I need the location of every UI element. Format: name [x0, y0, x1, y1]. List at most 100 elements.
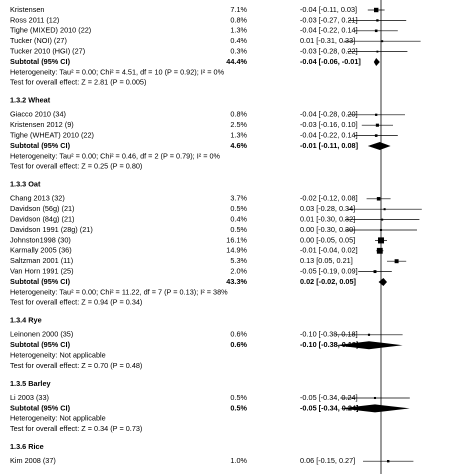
note: Test for overall effect: Z = 2.81 (P = 0…: [10, 78, 146, 87]
study-name: Tucker (NOI) (27): [10, 36, 67, 45]
subtotal-diamond: [335, 341, 403, 350]
ci: 0.01 [-0.31, 0.33]: [300, 36, 355, 45]
ci: -0.10 [-0.38, 0.18]: [300, 340, 359, 349]
study-name: Karmally 2005 (36): [10, 246, 72, 255]
effect-square: [381, 218, 384, 221]
group-heading: 1.3.3 Oat: [10, 180, 41, 189]
study-name: Davidson (84g) (21): [10, 215, 75, 224]
weight: 4.6%: [230, 141, 247, 150]
weight: 16.1%: [226, 235, 247, 244]
study-name: Subtotal (95% CI): [10, 403, 71, 412]
weight: 2.0%: [230, 267, 247, 276]
effect-square: [381, 40, 384, 43]
ci: 0.03 [-0.28, 0.34]: [300, 204, 355, 213]
weight: 1.0%: [230, 456, 247, 465]
study-name: Johnston1998 (30): [10, 235, 71, 244]
note: Heterogeneity: Tau² = 0.00; Chi² = 0.46,…: [10, 151, 221, 160]
weight: 3.7%: [230, 194, 247, 203]
study-name: Ross 2011 (12): [10, 15, 59, 24]
effect-square: [376, 197, 381, 201]
subtotal-diamond: [373, 58, 380, 66]
ci: -0.03 [-0.27, 0.21]: [300, 15, 358, 24]
effect-square: [374, 7, 379, 13]
weight: 0.4%: [230, 36, 247, 45]
effect-square: [375, 113, 378, 116]
study-name: Van Horn 1991 (25): [10, 267, 74, 276]
study-name: Kristensen: [10, 5, 44, 14]
note: Test for overall effect: Z = 0.34 (P = 0…: [10, 424, 142, 433]
weight: 5.3%: [230, 256, 247, 265]
study-name: Saltzman 2001 (11): [10, 256, 73, 265]
ci: 0.02 [-0.02, 0.05]: [300, 277, 357, 286]
effect-square: [376, 50, 379, 53]
group-heading: 1.3.5 Barley: [10, 379, 52, 388]
ci: 0.06 [-0.15, 0.27]: [300, 456, 355, 465]
effect-square: [373, 270, 377, 274]
subtotal-diamond: [378, 278, 387, 286]
weight: 0.6%: [230, 340, 247, 349]
ci: 0.00 [-0.05, 0.05]: [300, 235, 355, 244]
study-name: Davidson (56g) (21): [10, 204, 75, 213]
ci: -0.04 [-0.11, 0.03]: [300, 5, 357, 14]
ci: 0.00 [-0.30, 0.30]: [300, 225, 355, 234]
ci: -0.03 [-0.28, 0.22]: [300, 47, 358, 56]
note: Heterogeneity: Tau² = 0.00; Chi² = 11.22…: [10, 287, 228, 296]
study-name: Leinonen 2000 (35): [10, 330, 73, 339]
effect-square: [379, 228, 383, 232]
note: Heterogeneity: Not applicable: [10, 351, 106, 360]
ci: -0.04 [-0.22, 0.14]: [300, 131, 358, 140]
weight: 0.8%: [230, 110, 247, 119]
study-name: Tighe (WHEAT) 2010 (22): [10, 131, 94, 140]
study-name: Tucker 2010 (HGI) (27): [10, 47, 85, 56]
weight: 1.3%: [230, 131, 247, 140]
weight: 0.3%: [230, 47, 247, 56]
weight: 0.5%: [230, 393, 247, 402]
study-name: Kim 2008 (37): [10, 456, 56, 465]
subtotal-diamond: [340, 404, 410, 413]
study-name: Subtotal (95% CI): [10, 57, 71, 66]
effect-square: [373, 396, 377, 400]
group-heading: 1.3.6 Rice: [10, 442, 44, 451]
effect-square: [376, 247, 383, 254]
ci: -0.05 [-0.34, 0.24]: [300, 403, 359, 412]
effect-square: [374, 134, 378, 137]
study-name: Kristensen 2012 (9): [10, 120, 74, 129]
ci: 0.01 [-0.30, 0.32]: [300, 215, 355, 224]
ci: -0.05 [-0.19, 0.09]: [300, 267, 358, 276]
study-name: Subtotal (95% CI): [10, 340, 71, 349]
ci: -0.04 [-0.06, -0.01]: [300, 57, 361, 66]
weight: 0.6%: [230, 330, 247, 339]
effect-square: [383, 208, 386, 211]
effect-square: [387, 460, 390, 463]
weight: 1.3%: [230, 26, 247, 35]
weight: 0.5%: [230, 204, 247, 213]
note: Heterogeneity: Tau² = 0.00; Chi² = 4.51,…: [10, 67, 225, 76]
study-name: Giacco 2010 (34): [10, 110, 66, 119]
study-name: Tighe (MIXED) 2010 (22): [10, 26, 91, 35]
ci: -0.01 [-0.04, 0.02]: [300, 246, 358, 255]
effect-square: [367, 333, 371, 336]
effect-square: [394, 259, 399, 264]
weight: 7.1%: [230, 5, 247, 14]
note: Test for overall effect: Z = 0.70 (P = 0…: [10, 361, 142, 370]
ci: -0.01 [-0.11, 0.08]: [300, 141, 359, 150]
study-name: Subtotal (95% CI): [10, 277, 71, 286]
weight: 43.3%: [226, 277, 247, 286]
study-name: Chang 2013 (32): [10, 194, 65, 203]
group-heading: 1.3.2 Wheat: [10, 96, 51, 105]
note: Test for overall effect: Z = 0.94 (P = 0…: [10, 298, 142, 307]
note: Test for overall effect: Z = 0.25 (P = 0…: [10, 162, 142, 171]
weight: 2.5%: [230, 120, 247, 129]
group-heading: 1.3.4 Rye: [10, 316, 42, 325]
study-name: Subtotal (95% CI): [10, 141, 71, 150]
effect-square: [376, 19, 379, 22]
ci: 0.13 [0.05, 0.21]: [300, 256, 353, 265]
ci: -0.04 [-0.22, 0.14]: [300, 26, 358, 35]
weight: 0.8%: [230, 15, 247, 24]
effect-square: [375, 123, 379, 127]
note: Heterogeneity: Not applicable: [10, 414, 106, 423]
study-name: Davidson 1991 (28g) (21): [10, 225, 93, 234]
subtotal-diamond: [367, 142, 391, 150]
effect-square: [377, 237, 385, 244]
